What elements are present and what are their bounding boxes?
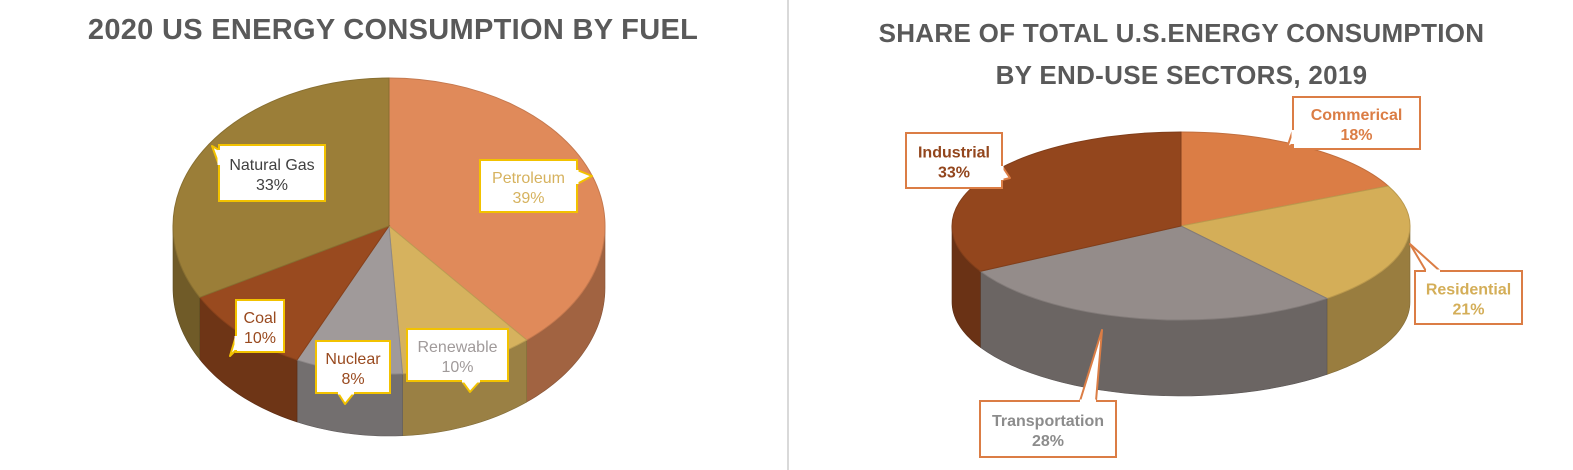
chart-divider: [787, 0, 789, 470]
fuel-label-petroleum: Petroleum 39%: [479, 159, 593, 213]
fuel-label-name-renewable: Renewable: [417, 339, 497, 356]
fuel-chart-title: 2020 US ENERGY CONSUMPTION BY FUEL: [87, 14, 699, 46]
sector-slice-residential: [1179, 185, 1411, 299]
sector-label-value-transportation: 28%: [1032, 433, 1064, 450]
sector-label-value-commerical: 18%: [1340, 127, 1372, 144]
fuel-label-name-nuclear: Nuclear: [325, 351, 381, 368]
sector-chart-panel: SHARE OF TOTAL U.S.ENERGY CONSUMPTION BY…: [790, 0, 1573, 470]
fuel-label-nuclear: Nuclear 8%: [315, 340, 391, 405]
sector-chart-title-line-1: SHARE OF TOTAL U.S.ENERGY CONSUMPTION: [878, 18, 1485, 48]
fuel-label-value-coal: 10%: [244, 330, 276, 347]
fuel-label-value-petroleum: 39%: [512, 190, 544, 207]
sector-label-commerical: Commerical 18%: [1286, 96, 1421, 150]
sector-label-industrial: Industrial 33%: [905, 132, 1011, 189]
sector-pie-sides: [951, 225, 1411, 397]
fuel-chart-panel: 2020 US ENERGY CONSUMPTION BY FUEL Petro…: [0, 0, 786, 470]
fuel-label-value-nuclear: 8%: [341, 371, 364, 388]
sector-chart-title: SHARE OF TOTAL U.S.ENERGY CONSUMPTION BY…: [790, 12, 1573, 96]
fuel-label-name-petroleum: Petroleum: [492, 170, 565, 187]
fuel-label-coal: Coal 10%: [229, 299, 285, 357]
fuel-label-value-renewable: 10%: [441, 359, 473, 376]
fuel-pie-labels: Petroleum 39% Renewable 10% Nuclear 8% Coal 10%…: [211, 144, 593, 405]
sector-pie-labels: Commerical 18% Residential 21% Transportatio…: [905, 96, 1523, 458]
sector-label-transportation: Transportation 28%: [979, 329, 1117, 458]
sector-label-value-residential: 21%: [1452, 302, 1484, 319]
fuel-label-value-natural-gas: 33%: [256, 177, 288, 194]
fuel-label-natural-gas: Natural Gas 33%: [211, 144, 326, 202]
sector-label-name-transportation: Transportation: [992, 413, 1104, 430]
sector-chart-title-line-2: BY END-USE SECTORS, 2019: [995, 60, 1368, 90]
fuel-label-name-coal: Coal: [244, 310, 277, 327]
sector-label-residential: Residential 21%: [1409, 243, 1523, 325]
sector-pie-chart: Commerical 18% Residential 21% Transportatio…: [905, 96, 1523, 458]
sector-label-name-commerical: Commerical: [1311, 107, 1403, 124]
fuel-label-renewable: Renewable 10%: [406, 328, 509, 393]
sector-label-name-residential: Residential: [1426, 282, 1511, 299]
sector-pie-top: [951, 131, 1411, 321]
fuel-label-name-natural-gas: Natural Gas: [229, 157, 314, 174]
sector-slice-transportation: [979, 225, 1329, 321]
sector-label-value-industrial: 33%: [938, 165, 970, 182]
fuel-pie-chart: Petroleum 39% Renewable 10% Nuclear 8% Coal 10%…: [172, 77, 606, 437]
sector-label-name-industrial: Industrial: [918, 145, 990, 162]
